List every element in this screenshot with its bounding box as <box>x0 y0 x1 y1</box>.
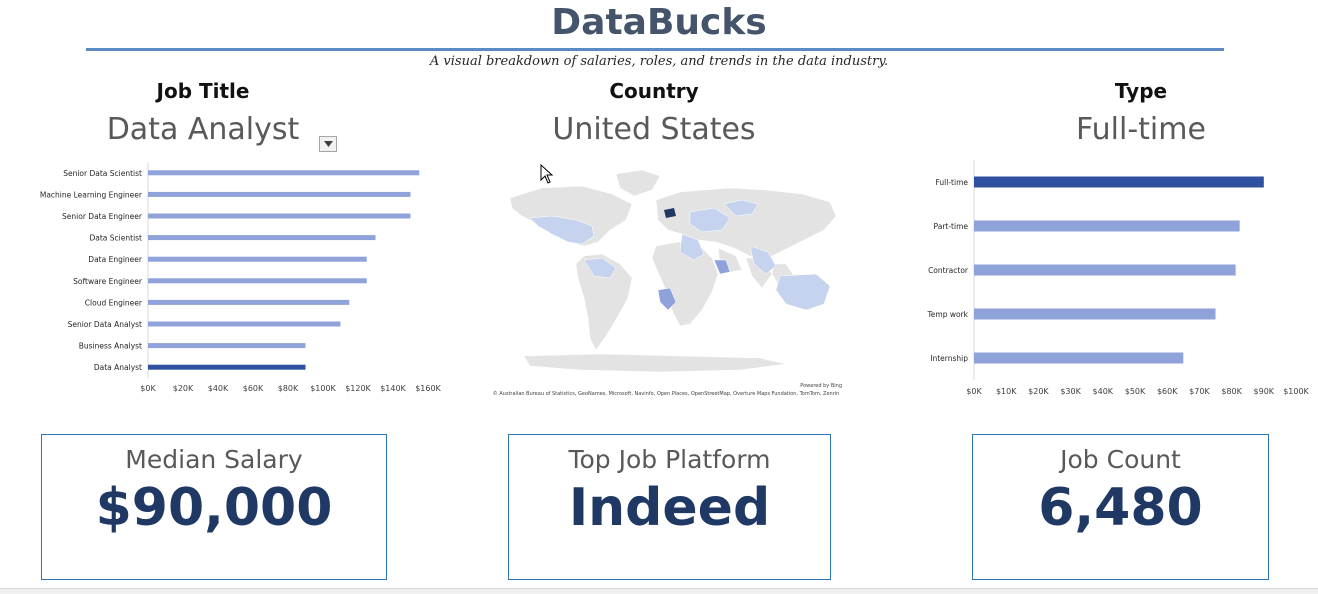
type-tick-label: $20K <box>1028 387 1049 396</box>
job-title-category-label: Data Engineer <box>88 255 143 264</box>
type-tick-label: $90K <box>1254 387 1275 396</box>
job-title-category-label: Senior Data Analyst <box>68 320 142 329</box>
job-title-bar[interactable] <box>148 343 306 349</box>
job-title-heading: Job Title <box>156 79 250 103</box>
map-powered-by: Powered by Bing <box>800 383 842 389</box>
type-tick-label: $80K <box>1221 387 1242 396</box>
world-map-icon <box>509 169 837 373</box>
type-bar[interactable] <box>974 308 1216 320</box>
type-tick-label: $10K <box>996 387 1017 396</box>
type-salary-chart[interactable]: Full-time Part-time Contractor Temp work Int… <box>900 160 1318 400</box>
job-title-category-label: Business Analyst <box>79 342 142 351</box>
type-category-label: Full-time <box>936 178 969 187</box>
country-value[interactable]: United States <box>552 112 756 147</box>
job-title-category-label: Machine Learning Engineer <box>40 190 143 199</box>
type-category-label: Part-time <box>934 222 969 231</box>
job-title-value[interactable]: Data Analyst <box>106 112 300 147</box>
job-title-category-label: Data Scientist <box>90 234 143 243</box>
job-title-bar[interactable] <box>148 235 376 241</box>
country-heading: Country <box>609 79 699 103</box>
job-title-bar[interactable] <box>148 321 341 327</box>
job-title-tick-label: $40K <box>208 384 229 393</box>
job-title-bar[interactable] <box>148 299 350 305</box>
type-tick-label: $60K <box>1157 387 1178 396</box>
top-job-platform-card: Top Job Platform Indeed <box>508 434 831 580</box>
type-tick-label: $100K <box>1283 387 1309 396</box>
dashboard-subtitle: A visual breakdown of salaries, roles, a… <box>429 54 889 69</box>
type-tick-label: $0K <box>966 387 982 396</box>
type-category-label: Internship <box>930 354 968 363</box>
job-title-dropdown-button[interactable] <box>319 136 337 152</box>
job-count-card: Job Count 6,480 <box>972 434 1269 580</box>
dashboard-title: DataBucks <box>551 2 767 43</box>
job-title-bar[interactable] <box>148 213 411 219</box>
job-title-tick-label: $120K <box>345 384 371 393</box>
job-count-value: 6,480 <box>1038 478 1203 538</box>
job-title-tick-label: $100K <box>310 384 336 393</box>
top-job-platform-label: Top Job Platform <box>568 445 771 474</box>
type-value[interactable]: Full-time <box>1076 112 1206 147</box>
type-tick-label: $70K <box>1189 387 1210 396</box>
job-title-tick-label: $20K <box>173 384 194 393</box>
job-title-bar[interactable] <box>148 256 367 262</box>
job-title-bar[interactable] <box>148 278 367 284</box>
job-title-category-label: Cloud Engineer <box>85 298 143 307</box>
type-tick-label: $30K <box>1060 387 1081 396</box>
job-title-bar[interactable] <box>148 170 420 176</box>
job-title-tick-label: $160K <box>415 384 441 393</box>
job-title-category-label: Data Analyst <box>94 363 142 372</box>
job-title-tick-label: $0K <box>140 384 156 393</box>
type-category-label: Contractor <box>928 266 969 275</box>
country-map[interactable] <box>490 160 850 400</box>
window-bottom-bar <box>0 588 1318 594</box>
chevron-down-icon <box>323 141 333 147</box>
job-count-label: Job Count <box>1060 445 1181 474</box>
type-bar[interactable] <box>974 352 1184 364</box>
title-underline <box>86 48 1224 51</box>
job-title-category-label: Senior Data Scientist <box>63 169 142 178</box>
type-tick-label: $50K <box>1125 387 1146 396</box>
type-category-label: Temp work <box>926 310 968 319</box>
job-title-bar[interactable] <box>148 191 411 197</box>
map-credit: © Australian Bureau of Statistics, GeoNa… <box>492 391 840 397</box>
median-salary-label: Median Salary <box>125 445 303 474</box>
job-title-salary-chart[interactable]: Senior Data Scientist Machine Learning En… <box>0 160 460 400</box>
top-job-platform-value: Indeed <box>568 478 771 538</box>
job-title-tick-label: $60K <box>243 384 264 393</box>
job-title-category-label: Senior Data Engineer <box>62 212 143 221</box>
type-bar[interactable] <box>974 220 1240 232</box>
median-salary-card: Median Salary $90,000 <box>41 434 387 580</box>
type-tick-label: $40K <box>1093 387 1114 396</box>
median-salary-value: $90,000 <box>95 478 333 538</box>
job-title-bar[interactable] <box>148 364 306 370</box>
type-heading: Type <box>1114 79 1168 103</box>
mouse-cursor-icon <box>540 164 554 184</box>
job-title-tick-label: $80K <box>278 384 299 393</box>
type-bar[interactable] <box>974 176 1264 188</box>
type-bar[interactable] <box>974 264 1236 276</box>
job-title-category-label: Software Engineer <box>73 277 143 286</box>
job-title-tick-label: $140K <box>380 384 406 393</box>
